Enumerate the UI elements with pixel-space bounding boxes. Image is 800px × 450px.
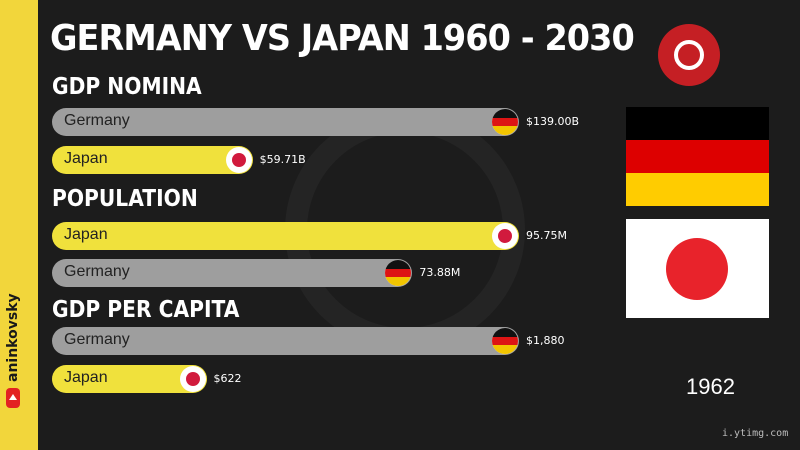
bar-value: $622 [213,372,242,385]
youtube-icon [6,388,20,408]
japan-flag-icon [179,366,206,392]
bar-germany: Germany [52,327,519,355]
germany-flag-icon [492,109,518,135]
bar-japan: Japan [52,146,253,174]
section-title: GDP NOMINA [52,74,202,100]
bar-label: Germany [64,112,130,129]
bar-value: 73.88M [419,266,461,279]
japan-flag-icon [225,147,252,173]
channel-badge: aninkovsky [5,293,21,408]
bar-label: Germany [64,331,130,348]
bar-germany: Germany [52,259,413,287]
logo-icon [658,24,720,86]
year-label: 1962 [686,374,735,399]
bar-germany: Germany [52,108,519,136]
section-title: GDP PER CAPITA [52,297,240,323]
channel-name: aninkovsky [5,293,21,382]
germany-flag-icon [385,260,412,286]
bar-value: $1,880 [526,334,565,347]
bar-value: 95.75M [526,229,567,242]
bar-japan: Japan [52,222,519,250]
bar-label: Germany [64,263,130,280]
sidebar: aninkovsky [0,0,38,450]
watermark: i.ytimg.com [722,428,789,439]
bar-japan: Japan [52,365,207,393]
bar-label: Japan [64,369,108,386]
germany-flag-icon [492,328,518,354]
page-title: GERMANY VS JAPAN 1960 - 2030 [50,18,635,59]
bar-value: $59.71B [259,153,306,166]
japan-flag-icon [492,223,518,249]
bar-label: Japan [64,226,108,243]
bar-value: $139.00B [526,115,580,128]
japan-flag-icon [626,219,769,318]
section-title: POPULATION [52,186,198,212]
germany-flag-icon [626,107,769,206]
bar-label: Japan [64,150,108,167]
